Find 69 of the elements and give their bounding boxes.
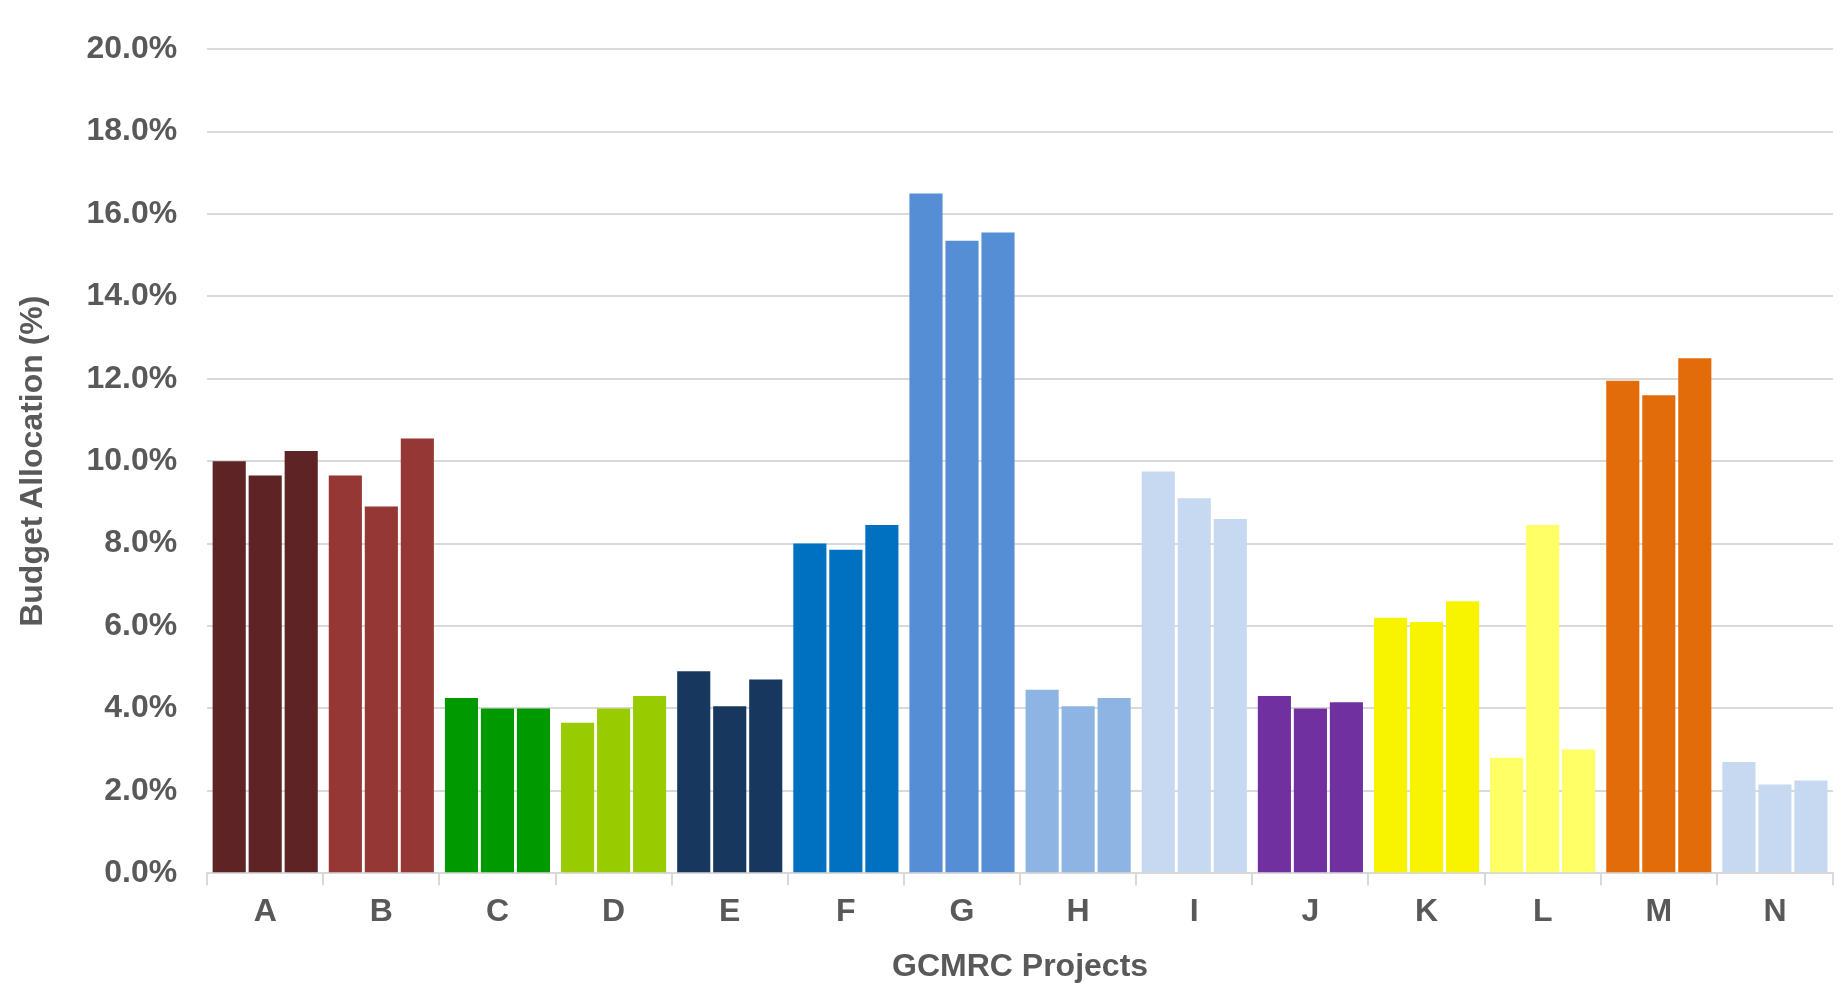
bar — [945, 240, 979, 873]
bar — [561, 722, 595, 873]
x-tick-label: B — [369, 892, 393, 929]
bar — [1445, 601, 1480, 873]
y-tick-label: 14.0% — [86, 276, 178, 313]
bar — [1490, 757, 1524, 873]
x-tick-label: A — [253, 892, 277, 929]
bar — [793, 543, 827, 873]
y-tick-label: 16.0% — [86, 193, 178, 230]
x-tick-label: J — [1301, 892, 1320, 929]
bar — [1562, 749, 1596, 873]
bar — [1722, 761, 1756, 873]
bar — [597, 708, 631, 873]
y-tick-label: 8.0% — [104, 523, 178, 560]
bar — [1373, 617, 1408, 873]
x-tick-label: E — [719, 892, 741, 929]
bar — [400, 438, 434, 873]
x-tick-label: D — [602, 892, 626, 929]
bar — [1409, 621, 1444, 873]
x-tick-label: C — [485, 892, 510, 929]
bar — [444, 698, 479, 873]
bar — [829, 549, 863, 873]
x-tick-label: H — [1066, 892, 1090, 929]
bar — [328, 475, 362, 873]
x-tick-label: G — [949, 892, 975, 929]
x-tick-label: K — [1414, 892, 1439, 929]
bar — [1141, 471, 1175, 873]
y-tick-label: 12.0% — [86, 358, 178, 395]
bar — [633, 696, 667, 873]
y-axis-title: Budget Allocation (%) — [13, 295, 50, 627]
x-axis-title: GCMRC Projects — [892, 946, 1149, 983]
y-tick-label: 2.0% — [104, 770, 178, 807]
y-tick-label: 20.0% — [86, 29, 178, 66]
bar — [248, 475, 282, 873]
bar — [1642, 395, 1676, 873]
x-tick-label: L — [1532, 892, 1553, 929]
bar — [677, 671, 711, 873]
bar — [1606, 380, 1640, 873]
bar — [749, 679, 783, 873]
bar — [1526, 525, 1560, 873]
bar — [212, 461, 246, 873]
bar — [981, 232, 1015, 873]
y-tick-label: 18.0% — [86, 111, 178, 148]
x-tick-label: N — [1763, 892, 1787, 929]
x-tick-label: I — [1189, 892, 1199, 929]
bar — [1293, 708, 1327, 873]
bar — [1794, 780, 1828, 873]
x-tick-label: M — [1645, 892, 1673, 929]
bar — [865, 525, 899, 873]
bar — [1097, 698, 1131, 873]
bar — [364, 506, 398, 873]
bar — [1177, 498, 1211, 873]
bar — [284, 450, 318, 873]
bar — [1678, 358, 1712, 873]
bar — [1213, 518, 1247, 873]
bar — [480, 708, 515, 873]
bar — [1257, 696, 1291, 873]
bar — [1329, 702, 1363, 873]
y-tick-label: 6.0% — [104, 605, 178, 642]
bar — [1061, 706, 1095, 873]
bar — [713, 706, 747, 873]
x-tick-label: F — [836, 892, 856, 929]
y-tick-label: 0.0% — [104, 853, 178, 890]
y-tick-label: 4.0% — [104, 688, 178, 725]
bar — [1025, 689, 1059, 873]
bar — [909, 193, 943, 873]
y-tick-label: 10.0% — [86, 441, 178, 478]
bar — [1758, 784, 1792, 873]
bar — [516, 708, 551, 873]
